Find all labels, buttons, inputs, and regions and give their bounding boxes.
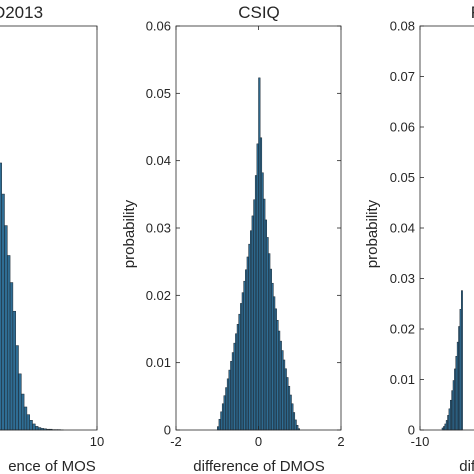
- histogram-bar: [461, 290, 463, 431]
- histogram-bar: [12, 310, 16, 431]
- histogram-panel-d2013: D2013 ence of MOS 010: [0, 3, 104, 474]
- x-tick-label: 10: [90, 434, 104, 449]
- y-tick-label: 0.01: [146, 355, 171, 370]
- y-tick-label: 0: [408, 423, 415, 438]
- histogram-bar: [4, 225, 8, 431]
- x-tick-label: 2: [337, 434, 344, 449]
- x-tick-label: 0: [255, 434, 262, 449]
- histogram-bar: [9, 282, 14, 431]
- y-axis-ticks: 0 0.01 0.02 0.03 0.04 0.05 0.06 0.07 0.08: [390, 19, 424, 438]
- x-tick-label: -10: [411, 434, 430, 449]
- histogram-bars: [0, 162, 64, 431]
- y-tick-label: 0.03: [146, 221, 171, 236]
- x-axis-label: differe: [459, 458, 474, 474]
- y-tick-label: 0.05: [390, 170, 415, 185]
- axes-frame: [419, 25, 474, 431]
- histogram-bars: [217, 77, 301, 431]
- y-tick-label: 0.01: [390, 372, 415, 387]
- histogram-bar: [7, 255, 11, 431]
- y-tick-label: 0.02: [146, 288, 171, 303]
- y-tick-label: 0.06: [390, 120, 415, 135]
- histogram-bar: [35, 426, 39, 431]
- panel-title: CSIQ: [238, 3, 280, 22]
- panel-title: D2013: [0, 3, 43, 22]
- x-axis-ticks: -2 0 2: [170, 26, 345, 449]
- y-axis-label: probability: [364, 199, 381, 268]
- histogram-bar: [23, 406, 28, 431]
- x-axis-ticks: 010: [90, 26, 104, 449]
- x-axis-label: difference of DMOS: [193, 458, 324, 474]
- x-tick-label: -2: [170, 434, 182, 449]
- y-tick-label: 0.04: [390, 221, 415, 236]
- histogram-bars: [441, 290, 463, 431]
- histogram-bar: [26, 414, 30, 431]
- histogram-bar: [1, 193, 5, 431]
- histogram-panel-f: F differe probability -100 0.01 0.02 0.03 0.…: [364, 3, 474, 474]
- x-axis-label: ence of MOS: [8, 458, 96, 474]
- histogram-bar: [15, 345, 19, 431]
- histogram-bar: [0, 162, 2, 431]
- y-tick-label: 0.05: [146, 86, 171, 101]
- histogram-panel-csiq: CSIQ difference of DMOS probability -2 0 2…: [121, 3, 345, 474]
- y-tick-label: 0.04: [146, 153, 171, 168]
- y-tick-label: 0.08: [390, 19, 415, 34]
- panel-title: F: [471, 3, 474, 22]
- y-axis-ticks: 0 0.01 0.02 0.03 0.04 0.05 0.06: [146, 19, 341, 438]
- y-tick-label: 0.06: [146, 19, 171, 34]
- y-tick-label: 0.02: [390, 322, 415, 337]
- histogram-bar: [32, 423, 36, 431]
- histogram-bar: [29, 420, 33, 431]
- y-axis-label: probability: [121, 199, 138, 268]
- y-tick-label: 0.03: [390, 271, 415, 286]
- histogram-bar: [21, 393, 25, 431]
- axes-frame: [0, 25, 98, 431]
- histogram-bar: [18, 373, 22, 431]
- x-axis-ticks: -10: [411, 26, 430, 449]
- y-tick-label: 0: [164, 423, 171, 438]
- y-tick-label: 0.07: [390, 69, 415, 84]
